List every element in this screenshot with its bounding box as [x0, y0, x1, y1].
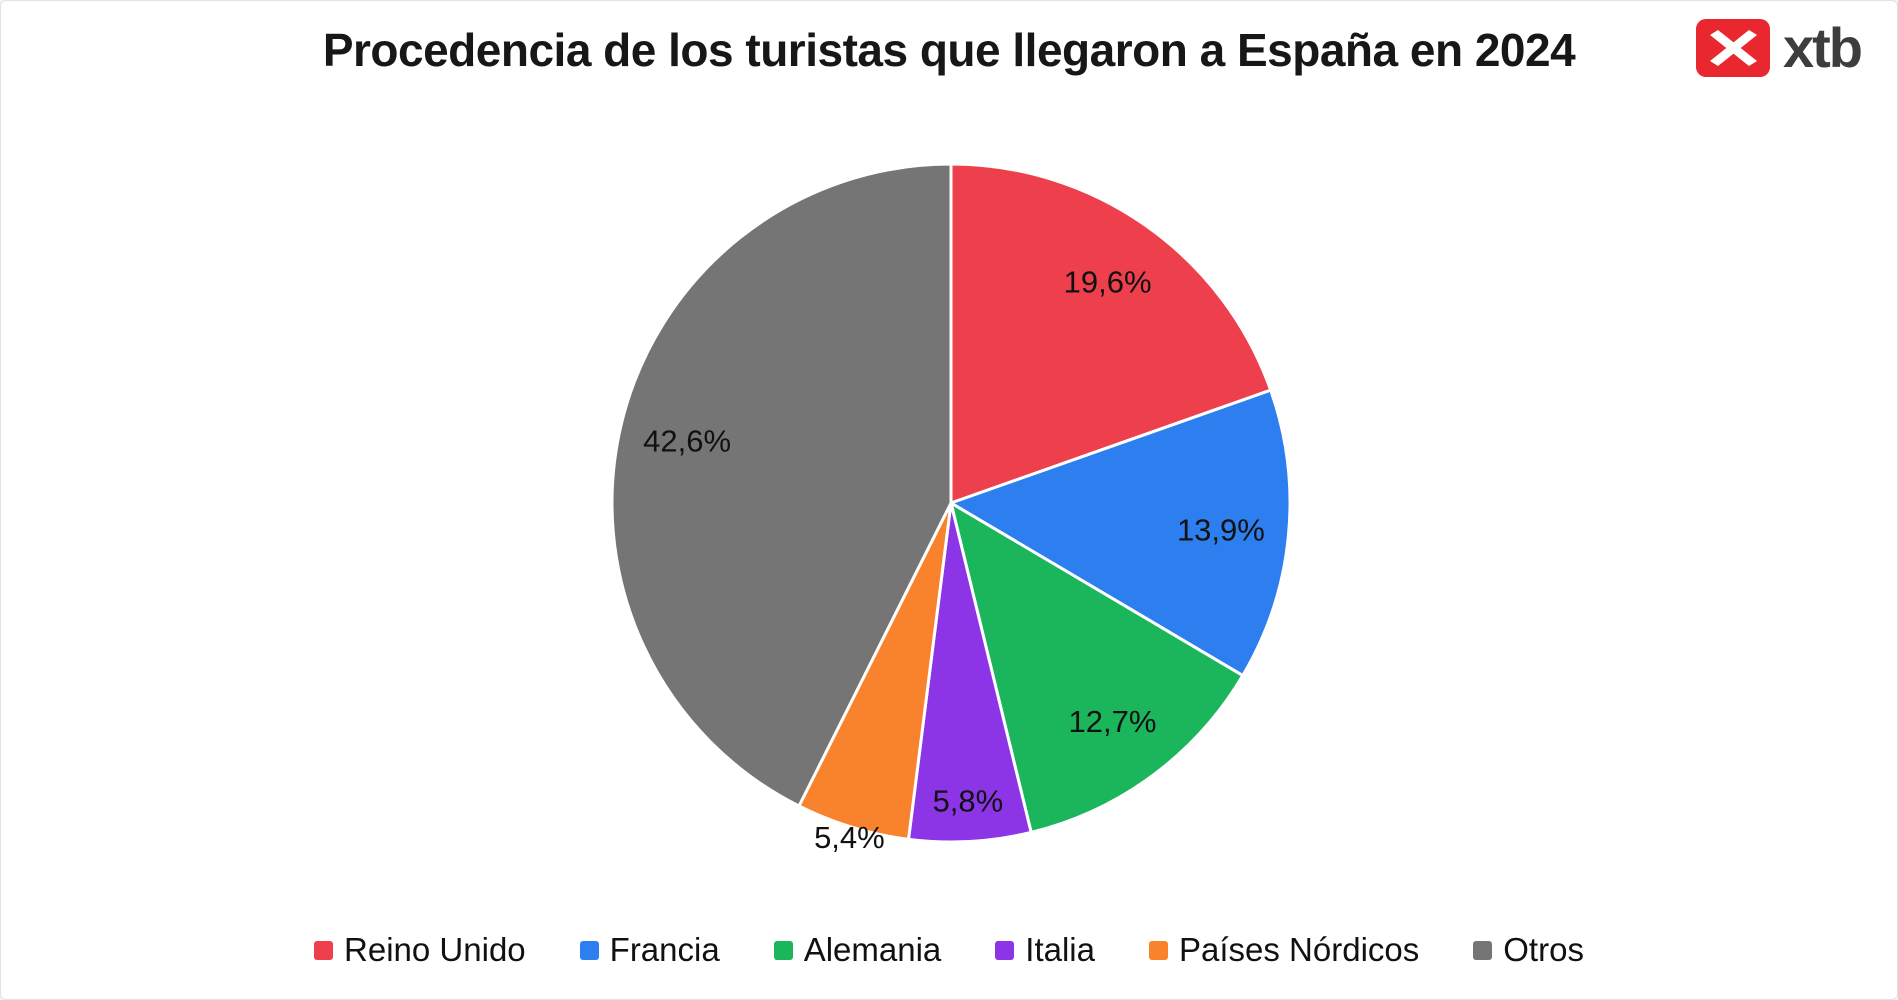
chart-title: Procedencia de los turistas que llegaron… [322, 24, 1576, 76]
legend-label-francia: Francia [609, 931, 720, 968]
legend-item-francia: Francia [579, 931, 720, 969]
xtb-logo-icon [1696, 19, 1770, 77]
legend-swatch-italia [995, 940, 1015, 960]
legend-item-alemania: Alemania [773, 931, 942, 969]
legend-swatch-francia [579, 940, 599, 960]
legend-swatch-reino-unido [314, 940, 334, 960]
legend-item-reino-unido: Reino Unido [314, 931, 526, 969]
pie-label-alemania: 12,7% [1069, 704, 1157, 739]
legend-label-otros: Otros [1503, 931, 1584, 968]
chart-legend: Reino Unido Francia Alemania Italia Países N… [1, 931, 1897, 969]
pie-label-italia: 5,8% [933, 784, 1004, 819]
legend-label-paises-nordicos: Países Nórdicos [1179, 931, 1420, 968]
pie-chart: 19,6% 13,9% 12,7% 5,8% 5,4% 42,6% [610, 162, 1292, 855]
pie-slice-italia [907, 501, 1033, 844]
pie-label-otros: 42,6% [643, 423, 731, 458]
legend-swatch-otros [1473, 940, 1493, 960]
pie-label-francia: 13,9% [1177, 512, 1265, 547]
pie-labels-group: 19,6% 13,9% 12,7% 5,8% 5,4% 42,6% [643, 264, 1265, 854]
pie-label-reino-unido: 19,6% [1064, 264, 1152, 299]
legend-label-italia: Italia [1025, 931, 1095, 968]
legend-item-italia: Italia [995, 931, 1095, 969]
pie-slices-group [610, 162, 1292, 844]
pie-slice-otros [610, 162, 953, 808]
xtb-logo: xtb [1696, 16, 1863, 79]
legend-item-paises-nordicos: Países Nórdicos [1149, 931, 1419, 969]
pie-slice-francia [949, 388, 1292, 678]
logo-x-stroke-2 [1710, 30, 1757, 66]
pie-label-paises-nordicos: 5,4% [814, 820, 885, 855]
pie-slice-alemania [949, 501, 1245, 834]
legend-item-otros: Otros [1473, 931, 1584, 969]
xtb-logo-text: xtb [1783, 16, 1863, 79]
legend-label-reino-unido: Reino Unido [344, 931, 526, 968]
legend-swatch-paises-nordicos [1149, 940, 1168, 960]
legend-swatch-alemania [773, 940, 793, 960]
legend-label-alemania: Alemania [803, 931, 942, 968]
